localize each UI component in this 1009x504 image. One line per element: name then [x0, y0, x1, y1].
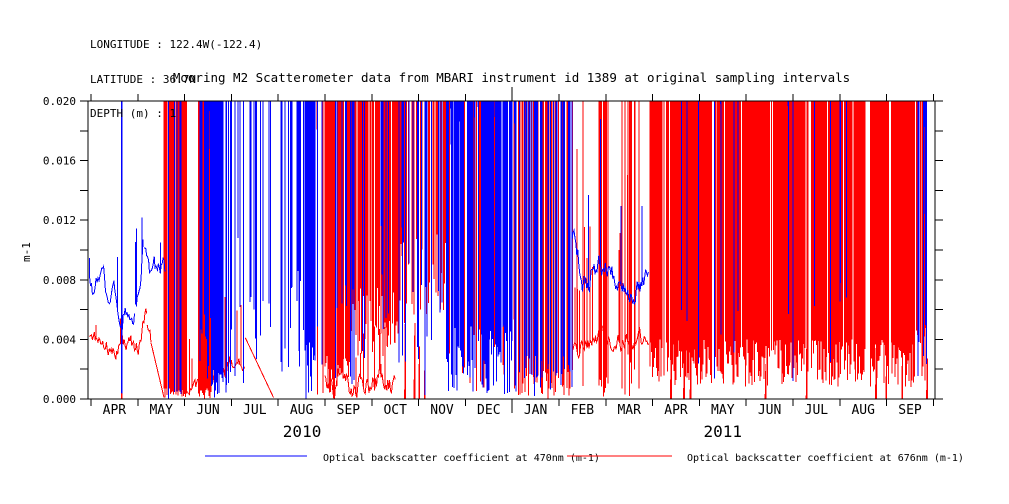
y-tick-label: 0.012: [43, 214, 76, 227]
month-label: DEC: [477, 403, 500, 418]
month-label: FEB: [571, 403, 595, 418]
year-label: 2011: [704, 422, 743, 441]
month-label: SEP: [898, 403, 922, 418]
y-tick-label: 0.016: [43, 155, 76, 168]
plot-title: Mooring M2 Scatterometer data from MBARI…: [172, 70, 851, 85]
legend-label-470nm: Optical backscatter coefficient at 470nm…: [323, 453, 600, 464]
month-label: APR: [664, 403, 688, 418]
month-label: APR: [103, 403, 127, 418]
series-470nm: [89, 101, 927, 399]
y-tick-label: 0.004: [43, 333, 76, 346]
month-label: AUG: [290, 403, 314, 418]
month-label: MAY: [149, 403, 173, 418]
year-label: 2010: [283, 422, 322, 441]
month-label: MAR: [617, 403, 641, 418]
y-tick-label: 0.008: [43, 274, 76, 287]
month-label: JAN: [524, 403, 547, 418]
month-label: JUN: [196, 403, 219, 418]
month-label: MAY: [711, 403, 735, 418]
y-tick-label: 0.000: [43, 393, 76, 406]
latitude-text: LATITUDE : 36.7N: [90, 72, 196, 86]
month-label: JUL: [243, 403, 267, 418]
month-label: NOV: [430, 403, 454, 418]
month-label: JUL: [805, 403, 829, 418]
month-label: JUN: [758, 403, 781, 418]
y-tick-label: 0.020: [43, 95, 76, 108]
month-label: OCT: [383, 403, 407, 418]
series-676nm: [89, 101, 928, 399]
month-label: AUG: [851, 403, 875, 418]
y-axis-label: m-1: [20, 242, 33, 262]
location-header: LONGITUDE : 122.4W(-122.4) LATITUDE : 36…: [90, 16, 262, 143]
depth-text: DEPTH (m) : 1: [90, 107, 177, 120]
legend-label-676nm: Optical backscatter coefficient at 676nm…: [687, 453, 964, 464]
longitude-text: LONGITUDE : 122.4W(-122.4): [90, 38, 263, 51]
month-label: SEP: [337, 403, 361, 418]
